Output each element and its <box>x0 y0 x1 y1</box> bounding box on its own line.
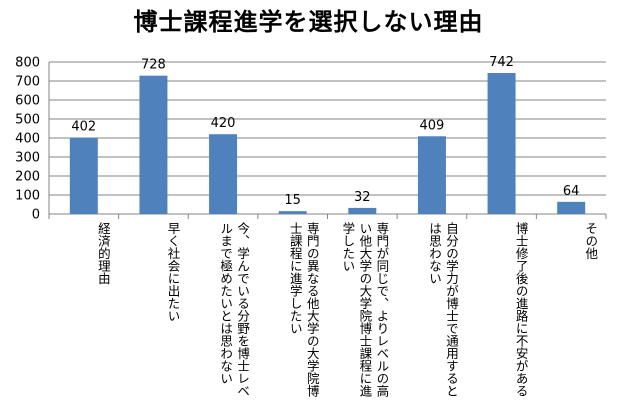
y-tick-label: 100 <box>15 189 40 204</box>
x-tick-label: 自分の学力が博士で通用するとは思わない <box>426 222 459 397</box>
bar <box>348 207 377 214</box>
data-label: 32 <box>354 190 371 205</box>
y-tick-label: 600 <box>15 94 40 109</box>
data-label: 409 <box>420 118 445 133</box>
data-label: 402 <box>71 120 96 135</box>
x-tick-label: 専門の異なる他大学の大学院博士課程に進学したい <box>287 222 320 397</box>
data-label: 420 <box>211 116 236 131</box>
x-tick-label: 早く社会に出たい <box>165 222 181 322</box>
bar <box>69 137 98 214</box>
chart-title: 博士課程進学を選択しない理由 <box>133 8 484 36</box>
data-label: 728 <box>141 58 166 73</box>
y-tick-label: 0 <box>32 208 40 223</box>
x-tick-label: 経済的理由 <box>95 222 111 285</box>
bar <box>557 201 586 214</box>
bar <box>487 73 516 215</box>
y-tick-label: 800 <box>15 56 40 71</box>
y-tick-label: 500 <box>15 113 40 128</box>
bar <box>278 211 307 214</box>
y-tick-label: 300 <box>15 151 40 166</box>
x-tick-label: その他 <box>583 222 599 260</box>
bar <box>209 134 238 214</box>
data-label: 15 <box>284 193 301 208</box>
x-tick-label: 今、学んでいる分野を博士レベルまで極めたいとは思わない <box>218 222 251 397</box>
bar <box>417 136 446 214</box>
y-tick-label: 400 <box>15 132 40 147</box>
bar <box>139 75 168 215</box>
x-tick-label: 博士修了後の進路に不安がある <box>513 222 529 397</box>
data-label: 64 <box>563 184 580 199</box>
y-tick-label: 200 <box>15 170 40 185</box>
data-label: 742 <box>489 55 514 70</box>
x-tick-label: 専門が同じで、よりレベルの高い他大学の大学院博士課程に進学したい <box>340 222 390 397</box>
y-tick-label: 700 <box>15 75 40 90</box>
